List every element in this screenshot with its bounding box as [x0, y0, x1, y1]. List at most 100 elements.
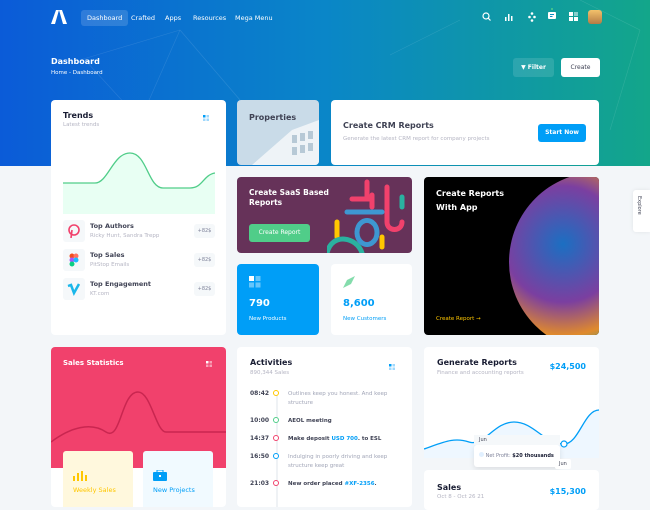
- trend-subtitle: Ricky Hunt, Sandra Trepp: [90, 233, 160, 239]
- trend-icon-box: [63, 220, 85, 242]
- crm-subtitle: Generate the latest CRM report for compa…: [343, 136, 490, 142]
- explore-tab[interactable]: Explore: [633, 190, 650, 232]
- activity-content: Make deposit USD 700. to ESL: [288, 435, 398, 444]
- trend-icon-box: [63, 249, 85, 271]
- sales-statistics-card: Sales Statistics Weekly Sales New Projec…: [51, 347, 226, 507]
- app-card: Create Reports With App Create Report →: [424, 177, 599, 335]
- saas-card: Create SaaS Based Reports Create Report: [237, 177, 412, 253]
- create-button[interactable]: Create: [561, 58, 600, 77]
- trend-subtitle: PitStop Emails: [90, 262, 130, 268]
- start-now-button[interactable]: Start Now: [538, 124, 586, 142]
- apps-icon[interactable]: [528, 12, 536, 22]
- timeline-dot-icon: [273, 453, 279, 459]
- activity-content: Outlines keep you honest. And keep struc…: [288, 390, 398, 407]
- rocket-icon: [343, 276, 355, 288]
- crm-card: Create CRM Reports Generate the latest C…: [331, 100, 599, 165]
- filter-label: Filter: [527, 64, 546, 71]
- logo-icon[interactable]: [51, 10, 67, 24]
- briefcase-icon: [153, 470, 167, 481]
- activity-link[interactable]: USD 700: [331, 436, 358, 442]
- sales-title: Sales: [437, 483, 462, 492]
- trend-item[interactable]: Top Sales PitStop Emails +82$: [63, 249, 215, 271]
- nav-apps[interactable]: Apps: [165, 14, 182, 22]
- properties-card[interactable]: Properties: [237, 100, 319, 165]
- sales-amount: $15,300: [549, 487, 586, 496]
- generate-line: [424, 409, 599, 450]
- activity-time: 21:03: [250, 480, 270, 487]
- explore-label: Explore: [636, 196, 642, 215]
- new-projects-tile[interactable]: New Projects: [143, 451, 213, 507]
- tooltip-value: $20 thousands: [512, 453, 554, 459]
- saas-create-report-button[interactable]: Create Report: [249, 224, 310, 242]
- app-create-report-link[interactable]: Create Report →: [436, 316, 481, 322]
- app-link-label: Create Report: [436, 316, 475, 322]
- chart-icon[interactable]: [505, 13, 513, 21]
- planet-image: [509, 177, 599, 335]
- saas-title: Create SaaS Based Reports: [249, 188, 329, 207]
- activities-card: Activities 890,344 Sales 08:42 Outlines …: [237, 347, 412, 507]
- activity-time: 14:37: [250, 435, 270, 442]
- new-customers-card[interactable]: 8,600 New Customers: [331, 264, 412, 335]
- abstract-pattern: [327, 179, 405, 253]
- trend-badge: +82$: [194, 224, 215, 238]
- trend-subtitle: KT.com: [90, 291, 110, 297]
- user-avatar[interactable]: [588, 10, 602, 24]
- menu-icon[interactable]: [203, 115, 209, 121]
- building-image: [252, 120, 319, 165]
- nav-crafted[interactable]: Crafted: [131, 14, 156, 22]
- trend-item[interactable]: Top Engagement KT.com +82$: [63, 278, 215, 300]
- activities-title: Activities: [250, 358, 293, 367]
- sales-statistics-chart: [51, 391, 226, 443]
- activity-time: 08:42: [250, 390, 270, 397]
- weekly-sales-tile[interactable]: Weekly Sales: [63, 451, 133, 507]
- pinterest-icon: [68, 224, 80, 238]
- trend-title: Top Engagement: [90, 280, 152, 288]
- trend-badge: +82$: [194, 282, 215, 296]
- sales-statistics-title: Sales Statistics: [63, 359, 124, 367]
- new-products-card[interactable]: 790 New Products: [237, 264, 319, 335]
- crm-title: Create CRM Reports: [343, 121, 434, 130]
- new-projects-label: New Projects: [153, 486, 195, 494]
- activity-text: Make deposit: [288, 436, 332, 442]
- generate-reports-card: Generate Reports Finance and accounting …: [424, 347, 599, 469]
- menu-icon[interactable]: [206, 361, 212, 367]
- trend-badge: +82$: [194, 253, 215, 267]
- properties-title: Properties: [249, 113, 297, 122]
- activity-time: 16:50: [250, 453, 270, 460]
- page-title: Dashboard: [51, 57, 100, 66]
- products-label: New Products: [249, 316, 287, 322]
- generate-title: Generate Reports: [437, 358, 517, 367]
- activity-content: AEOL meeting: [288, 417, 398, 426]
- trend-title: Top Sales: [90, 251, 125, 259]
- breadcrumb-home[interactable]: Home: [51, 70, 68, 76]
- activity-content: Indulging in poorly driving and keep str…: [288, 453, 398, 470]
- network-pattern: [79, 0, 641, 166]
- search-icon[interactable]: [482, 12, 491, 21]
- generate-subtitle: Finance and accounting reports: [437, 370, 524, 376]
- trend-icon-box: [63, 278, 85, 300]
- breadcrumb-current: Dashboard: [72, 70, 103, 76]
- breadcrumb-separator: -: [69, 70, 71, 76]
- trends-title: Trends: [63, 111, 94, 120]
- chart-tooltip: Jun Net Profit: $20 thousands: [474, 435, 560, 467]
- activity-link[interactable]: #XF-2356: [344, 481, 375, 487]
- nav-mega-menu[interactable]: Mega Menu: [235, 14, 273, 22]
- nav-dashboard[interactable]: Dashboard: [81, 10, 129, 26]
- trends-line: [63, 152, 215, 189]
- figma-icon: [69, 253, 79, 267]
- products-value: 790: [249, 298, 270, 309]
- activity-text: Outlines keep you honest. And keep struc…: [288, 391, 388, 406]
- trend-item[interactable]: Top Authors Ricky Hunt, Sandra Trepp +82…: [63, 220, 215, 242]
- menu-icon[interactable]: [389, 364, 395, 370]
- customers-value: 8,600: [343, 298, 375, 309]
- filter-button[interactable]: ▼ Filter: [513, 58, 554, 77]
- layout-icon[interactable]: [569, 12, 578, 21]
- trends-subtitle: Latest trends: [63, 122, 100, 128]
- chat-icon[interactable]: [548, 8, 556, 22]
- activities-subtitle: 890,344 Sales: [250, 370, 290, 376]
- activity-text: AEOL meeting: [288, 418, 332, 424]
- sales-card: Sales Oct 8 - Oct 26 21 $15,300: [424, 470, 599, 510]
- activity-text-end: . to ESL: [357, 436, 382, 442]
- trends-card: Trends Latest trends Top Authors Ricky H…: [51, 100, 226, 335]
- nav-resources[interactable]: Resources: [193, 14, 227, 22]
